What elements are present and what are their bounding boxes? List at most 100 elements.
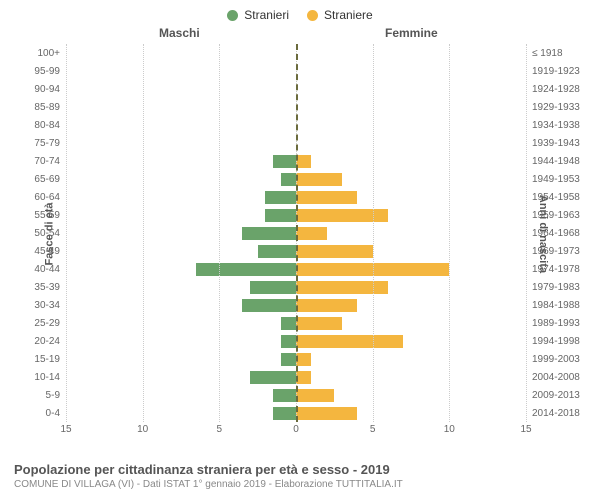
bar-area (66, 386, 526, 404)
age-label: 60-64 (14, 192, 66, 203)
legend: Stranieri Straniere (0, 0, 600, 26)
x-tick: 15 (520, 424, 531, 435)
bar-area (66, 152, 526, 170)
gender-label-male: Maschi (159, 26, 200, 40)
bar-area (66, 188, 526, 206)
birth-year-label: 1919-1923 (526, 66, 586, 77)
bar-area (66, 260, 526, 278)
legend-label-male: Stranieri (244, 8, 289, 22)
birth-year-label: 2014-2018 (526, 408, 586, 419)
age-label: 80-84 (14, 120, 66, 131)
bar-female (296, 173, 342, 186)
bar-male (273, 155, 296, 168)
table-row: 20-241994-1998 (14, 332, 586, 350)
age-label: 85-89 (14, 102, 66, 113)
birth-year-label: 1974-1978 (526, 264, 586, 275)
bar-female (296, 245, 373, 258)
chart-plot: Maschi Femmine Fasce di età Anni di nasc… (14, 26, 586, 442)
bar-area (66, 44, 526, 62)
birth-year-label: ≤ 1918 (526, 48, 586, 59)
table-row: 55-591959-1963 (14, 206, 586, 224)
age-label: 20-24 (14, 336, 66, 347)
bar-female (296, 353, 311, 366)
bar-male (281, 335, 296, 348)
bar-female (296, 209, 388, 222)
table-row: 95-991919-1923 (14, 62, 586, 80)
birth-year-label: 2004-2008 (526, 372, 586, 383)
age-label: 35-39 (14, 282, 66, 293)
legend-swatch-female (307, 10, 318, 21)
bar-area (66, 206, 526, 224)
x-tick: 10 (137, 424, 148, 435)
bar-area (66, 80, 526, 98)
bar-area (66, 368, 526, 386)
age-label: 45-49 (14, 246, 66, 257)
bar-area (66, 224, 526, 242)
table-row: 50-54 1964-1968 (14, 224, 586, 242)
age-label: 5-9 (14, 390, 66, 401)
bar-male (281, 173, 296, 186)
bar-male (273, 389, 296, 402)
age-label: 90-94 (14, 84, 66, 95)
legend-label-female: Straniere (324, 8, 373, 22)
age-label: 10-14 (14, 372, 66, 383)
bar-female (296, 191, 357, 204)
bar-male (273, 407, 296, 420)
bar-area (66, 296, 526, 314)
bar-area (66, 404, 526, 422)
age-label: 15-19 (14, 354, 66, 365)
table-row: 30-341984-1988 (14, 296, 586, 314)
table-row: 0-42014-2018 (14, 404, 586, 422)
bar-male (281, 353, 296, 366)
x-axis: 15105051015 (14, 422, 586, 438)
birth-year-label: 1979-1983 (526, 282, 586, 293)
bar-area (66, 62, 526, 80)
table-row: 10-14 2004-2008 (14, 368, 586, 386)
birth-year-label: 1954-1958 (526, 192, 586, 203)
gender-label-female: Femmine (385, 26, 438, 40)
birth-year-label: 1934-1938 (526, 120, 586, 131)
table-row: 5-92009-2013 (14, 386, 586, 404)
bar-area (66, 134, 526, 152)
bar-area (66, 98, 526, 116)
table-row: 90-941924-1928 (14, 80, 586, 98)
table-row: 75-79 1939-1943 (14, 134, 586, 152)
birth-year-label: 1939-1943 (526, 138, 586, 149)
chart-rows: 100+≤ 191895-991919-192390-941924-192885… (14, 44, 586, 422)
age-label: 100+ (14, 48, 66, 59)
birth-year-label: 1969-1973 (526, 246, 586, 257)
chart-subtitle: COMUNE DI VILLAGA (VI) - Dati ISTAT 1° g… (14, 479, 586, 490)
age-label: 40-44 (14, 264, 66, 275)
age-label: 65-69 (14, 174, 66, 185)
birth-year-label: 1959-1963 (526, 210, 586, 221)
birth-year-label: 1929-1933 (526, 102, 586, 113)
table-row: 70-741944-1948 (14, 152, 586, 170)
table-row: 15-19 1999-2003 (14, 350, 586, 368)
x-tick: 15 (60, 424, 71, 435)
table-row: 35-39 1979-1983 (14, 278, 586, 296)
bar-area (66, 242, 526, 260)
bar-female (296, 263, 449, 276)
x-tick: 10 (444, 424, 455, 435)
chart-title: Popolazione per cittadinanza straniera p… (14, 462, 586, 477)
bar-male (258, 245, 296, 258)
birth-year-label: 1964-1968 (526, 228, 586, 239)
table-row: 60-64 1954-1958 (14, 188, 586, 206)
age-label: 25-29 (14, 318, 66, 329)
bar-female (296, 227, 327, 240)
age-label: 75-79 (14, 138, 66, 149)
bar-male (250, 281, 296, 294)
bar-male (265, 209, 296, 222)
birth-year-label: 1999-2003 (526, 354, 586, 365)
bar-female (296, 155, 311, 168)
birth-year-label: 1984-1988 (526, 300, 586, 311)
birth-year-label: 1989-1993 (526, 318, 586, 329)
bar-female (296, 281, 388, 294)
chart-footer: Popolazione per cittadinanza straniera p… (14, 462, 586, 490)
table-row: 40-44 1974-1978 (14, 260, 586, 278)
age-label: 50-54 (14, 228, 66, 239)
bar-male (281, 317, 296, 330)
birth-year-label: 1949-1953 (526, 174, 586, 185)
bar-area (66, 278, 526, 296)
table-row: 85-89 1929-1933 (14, 98, 586, 116)
